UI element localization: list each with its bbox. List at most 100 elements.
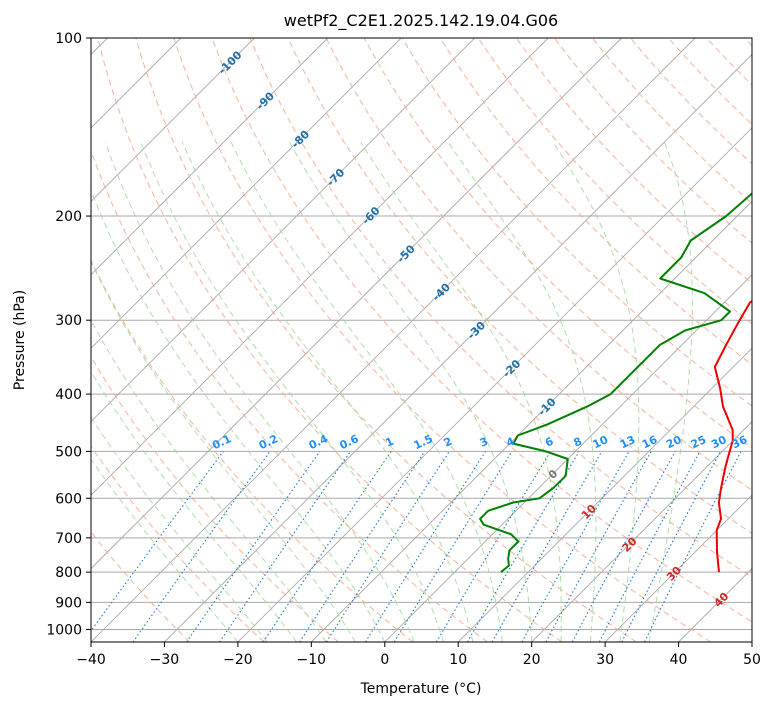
isotherm-line bbox=[237, 127, 752, 642]
dry-adiabat bbox=[287, 38, 752, 534]
isotherm-line bbox=[678, 567, 752, 642]
isotherm-label: -30 bbox=[465, 319, 488, 342]
isotherm-label: 0 bbox=[546, 467, 561, 482]
isotherm-gridlines bbox=[91, 38, 752, 642]
dry-adiabat bbox=[135, 38, 637, 642]
x-tick-label: 50 bbox=[743, 652, 761, 668]
mixing-ratio-line bbox=[365, 451, 486, 642]
isotherm-line bbox=[91, 38, 255, 202]
mixing-ratio-label: 13 bbox=[618, 433, 637, 451]
dry-adiabat bbox=[211, 38, 752, 623]
chart-title: wetPf2_C2E1.2025.142.19.04.G06 bbox=[284, 11, 558, 31]
dry-adiabat bbox=[630, 38, 752, 165]
dry-adiabat bbox=[249, 38, 752, 578]
temperature-line bbox=[713, 299, 752, 573]
isotherm-line bbox=[384, 274, 752, 642]
isotherm-line bbox=[531, 421, 752, 642]
x-tick-label: 10 bbox=[449, 652, 467, 668]
dry-adiabat bbox=[97, 38, 563, 642]
x-tick-label: 0 bbox=[380, 652, 389, 668]
mixing-ratio-label: 8 bbox=[572, 435, 584, 450]
isotherm-line bbox=[91, 38, 329, 276]
isotherm-label: -20 bbox=[500, 357, 523, 380]
moist-adiabat bbox=[140, 142, 444, 642]
dry-adiabat bbox=[91, 149, 488, 642]
y-tick-label: 100 bbox=[55, 31, 82, 47]
moist-adiabat bbox=[552, 141, 640, 642]
mixing-ratio-line bbox=[545, 451, 652, 642]
x-tick-label: −20 bbox=[223, 652, 253, 668]
y-tick-label: 400 bbox=[55, 387, 82, 403]
mixing-ratio-label: 10 bbox=[591, 433, 611, 451]
mixing-ratio-label: 3 bbox=[478, 435, 490, 450]
mixing-ratio-label: 30 bbox=[709, 433, 729, 451]
dry-adiabat bbox=[592, 38, 752, 204]
y-tick-label: 700 bbox=[55, 531, 82, 547]
isotherm-label: -60 bbox=[359, 204, 382, 227]
mixing-ratio-line bbox=[393, 451, 513, 642]
isotherm-line bbox=[164, 53, 752, 642]
profile-series bbox=[479, 192, 752, 573]
dry-adiabat bbox=[363, 38, 752, 449]
x-tick-label: −40 bbox=[76, 652, 106, 668]
tan-curve bbox=[0, 38, 3, 642]
y-tick-label: 1000 bbox=[46, 622, 82, 638]
mixing-ratio-label: 25 bbox=[689, 433, 708, 451]
mixing-ratio-line bbox=[521, 451, 630, 642]
dry-adiabat bbox=[91, 355, 339, 642]
y-tick-label: 200 bbox=[55, 209, 82, 225]
isotherm-line bbox=[91, 38, 475, 423]
moist-adiabat bbox=[230, 141, 503, 642]
dry-adiabat bbox=[91, 445, 265, 642]
isotherm-label: -40 bbox=[430, 280, 453, 303]
mixing-ratio-line bbox=[262, 451, 392, 642]
x-tick-label: −30 bbox=[150, 652, 180, 668]
isotherm-label: -70 bbox=[324, 166, 347, 189]
isotherm-label: -90 bbox=[254, 89, 277, 112]
dry-adiabat bbox=[91, 531, 190, 642]
dry-adiabat bbox=[91, 259, 414, 642]
moist-adiabat bbox=[181, 141, 474, 642]
moist-adiabat bbox=[91, 319, 327, 642]
moist-adiabat bbox=[91, 458, 239, 642]
mixing-ratio-label: 1 bbox=[383, 435, 395, 450]
moist-adiabat bbox=[104, 142, 415, 642]
mixing-ratio-label: 16 bbox=[640, 433, 660, 451]
mixing-ratio-label: 0.2 bbox=[257, 432, 280, 452]
isotherm-line bbox=[457, 347, 752, 642]
y-tick-label: 900 bbox=[55, 595, 82, 611]
isotherm-line bbox=[91, 38, 549, 496]
moist-adiabat bbox=[289, 141, 533, 642]
y-tick-label: 800 bbox=[55, 565, 82, 581]
x-axis-title: Temperature (°C) bbox=[360, 681, 482, 697]
isotherm-label: -50 bbox=[395, 242, 418, 265]
isotherm-label: 40 bbox=[711, 590, 731, 610]
mixing-ratio-label: 0.4 bbox=[307, 432, 330, 452]
moist-adiabat bbox=[648, 142, 693, 642]
y-tick-label: 300 bbox=[55, 313, 82, 329]
mixing-ratio-label: 0.1 bbox=[210, 432, 233, 452]
x-tick-label: −10 bbox=[297, 652, 327, 668]
y-axis-title: Pressure (hPa) bbox=[12, 290, 28, 390]
dewpoint-line bbox=[479, 192, 752, 573]
isotherm-label: -80 bbox=[289, 127, 312, 150]
mixing-ratio-line bbox=[219, 451, 352, 642]
isotherm-line bbox=[751, 641, 752, 642]
x-tick-label: 40 bbox=[670, 652, 688, 668]
isotherm-line bbox=[91, 38, 696, 642]
mixing-ratio-line bbox=[299, 451, 426, 642]
isotherm-line bbox=[91, 38, 622, 570]
isotherm-line bbox=[604, 494, 752, 642]
moist-adiabat bbox=[360, 141, 562, 642]
isobar-gridlines bbox=[91, 38, 752, 630]
isotherm-line bbox=[91, 38, 402, 349]
mixing-ratio-line bbox=[325, 451, 450, 642]
dry-adiabat bbox=[515, 38, 752, 284]
dry-adiabat bbox=[173, 38, 712, 642]
mixing-ratio-line bbox=[91, 451, 224, 632]
isotherm-label: -10 bbox=[535, 395, 558, 418]
moist-adiabat bbox=[91, 188, 386, 642]
isotherm-label: -100 bbox=[216, 48, 245, 77]
x-axis-ticks: −40 −30 −20 −10 0 10 20 30 40 50 bbox=[76, 642, 761, 668]
